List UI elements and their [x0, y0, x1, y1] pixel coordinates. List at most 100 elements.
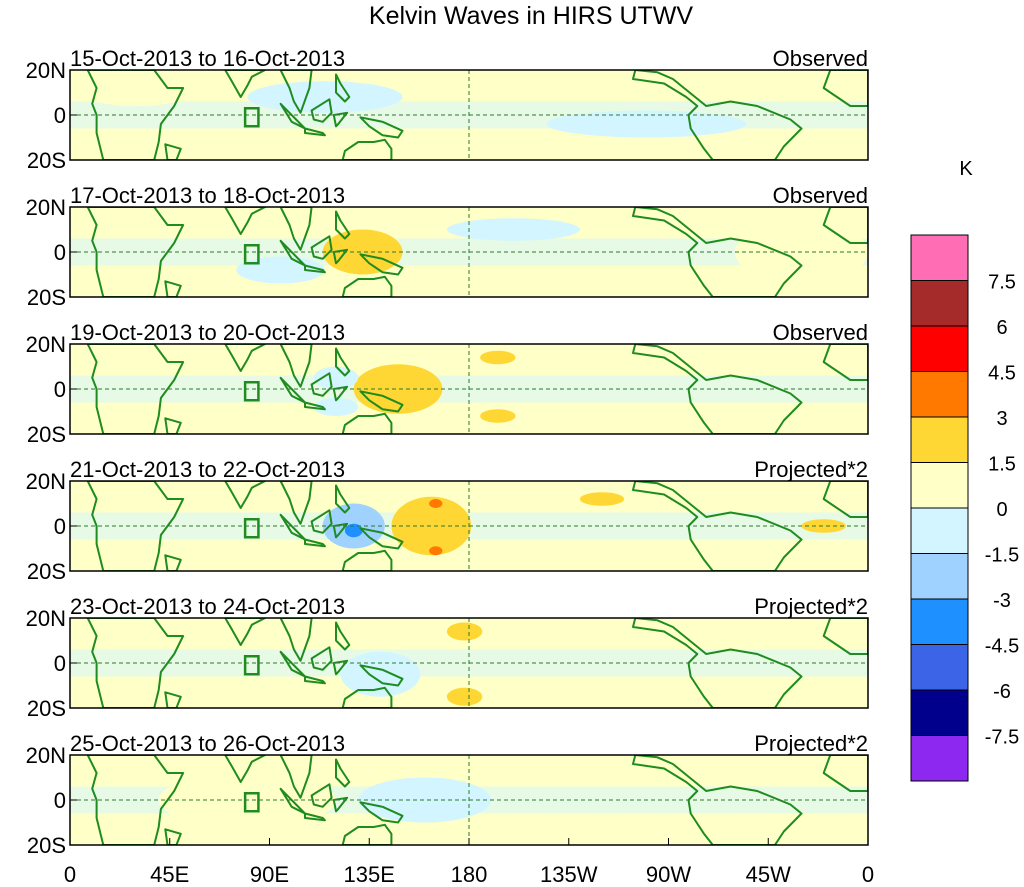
colorbar-swatch: [910, 644, 969, 691]
panel-5: 23-Oct-2013 to 24-Oct-2013 Projected*2 20N…: [26, 594, 869, 721]
x-tick-label: 135W: [540, 862, 598, 887]
colorbar: K 7.5 6 4.5 3 1.5 0 -1.5 -3 -4.5 -6 -7.5: [910, 158, 1019, 782]
y-tick-label: 20S: [27, 148, 66, 173]
panel-date-range: 25-Oct-2013 to 26-Oct-2013: [70, 731, 345, 756]
colorbar-swatch: [910, 553, 969, 600]
coastline: [86, 618, 868, 708]
reference-box: [243, 381, 260, 402]
anomaly-contour: [429, 546, 443, 556]
anomaly-contour: [429, 499, 443, 508]
y-tick-label: 0: [54, 651, 66, 676]
anomaly-contour: [480, 350, 516, 365]
reference-box: [243, 518, 260, 539]
anomaly-contour: [446, 218, 580, 241]
colorbar-level-label: -4.5: [985, 636, 1019, 658]
panel-label: Observed: [773, 46, 868, 71]
anomaly-contour: [247, 81, 403, 113]
anomaly-contour: [313, 398, 359, 416]
panel-label: Projected*2: [754, 594, 868, 619]
panel-4: 21-Oct-2013 to 22-Oct-2013 Projected*2 20N…: [26, 457, 869, 584]
y-tick-label: 20N: [26, 332, 66, 357]
y-tick-label: 0: [54, 240, 66, 265]
panel-label: Observed: [773, 183, 868, 208]
chart-title: Kelvin Waves in HIRS UTWV: [369, 2, 693, 30]
anomaly-contour: [546, 110, 747, 138]
x-tick-label: 0: [862, 862, 874, 887]
y-tick-label: 20S: [27, 559, 66, 584]
colorbar-units-label: K: [959, 158, 973, 180]
y-tick-label: 20N: [26, 743, 66, 768]
reference-box: [243, 655, 260, 676]
x-axis-labels: 0 45E 90E 135E 180 135W 90W 45W 0: [64, 838, 874, 887]
panel-date-range: 23-Oct-2013 to 24-Oct-2013: [70, 594, 345, 619]
colorbar-swatch: [910, 735, 969, 782]
x-tick-label: 90W: [646, 862, 691, 887]
anomaly-contour: [446, 687, 483, 706]
reference-box: [243, 792, 260, 813]
colorbar-level-label: -1.5: [985, 545, 1019, 567]
panel-group: 15-Oct-2013 to 16-Oct-2013 Observed 20N 0 20…: [26, 46, 869, 858]
coastline: [86, 481, 868, 571]
colorbar-swatch: [910, 325, 969, 372]
anomaly-contour: [801, 519, 846, 533]
reference-box: [243, 107, 260, 128]
y-tick-label: 20N: [26, 606, 66, 631]
panel-date-range: 21-Oct-2013 to 22-Oct-2013: [70, 457, 345, 482]
coastline: [86, 70, 868, 160]
coastline: [86, 755, 868, 845]
panel-3: 19-Oct-2013 to 20-Oct-2013 Observed 20N 0 20…: [26, 320, 869, 447]
y-tick-label: 0: [54, 103, 66, 128]
coastline: [86, 344, 868, 434]
x-tick-label: 0: [64, 862, 76, 887]
anomaly-contour: [340, 651, 421, 697]
y-tick-label: 20S: [27, 422, 66, 447]
y-tick-label: 20N: [26, 469, 66, 494]
colorbar-swatch: [910, 371, 969, 418]
colorbar-level-label: 7.5: [988, 272, 1016, 294]
colorbar-level-label: -7.5: [985, 727, 1019, 749]
anomaly-contour: [424, 72, 602, 95]
coastline: [86, 207, 868, 297]
y-tick-label: 20S: [27, 285, 66, 310]
colorbar-swatch: [910, 689, 969, 736]
colorbar-swatch: [910, 507, 969, 554]
panel-date-range: 19-Oct-2013 to 20-Oct-2013: [70, 320, 345, 345]
anomaly-contour: [391, 496, 472, 556]
x-tick-label: 180: [451, 862, 488, 887]
colorbar-level-label: 1.5: [988, 454, 1016, 476]
y-tick-label: 20S: [27, 696, 66, 721]
x-tick-label: 45E: [150, 862, 189, 887]
colorbar-level-label: 6: [996, 317, 1007, 339]
colorbar-swatch: [910, 234, 969, 281]
panel-label: Projected*2: [754, 731, 868, 756]
colorbar-level-label: 0: [996, 499, 1007, 521]
y-tick-label: 20N: [26, 195, 66, 220]
colorbar-swatch: [910, 598, 969, 645]
colorbar-swatch: [910, 280, 969, 327]
panel-label: Projected*2: [754, 457, 868, 482]
y-tick-label: 20N: [26, 58, 66, 83]
anomaly-contour: [480, 409, 516, 423]
anomaly-contour: [322, 229, 403, 275]
anomaly-contour: [446, 622, 483, 641]
anomaly-contour: [353, 364, 443, 414]
colorbar-level-label: 3: [996, 408, 1007, 430]
colorbar-swatch: [910, 416, 969, 463]
x-tick-label: 135E: [344, 862, 395, 887]
colorbar-level-label: 4.5: [988, 363, 1016, 385]
colorbar-swatch: [910, 462, 969, 509]
panel-1: 15-Oct-2013 to 16-Oct-2013 Observed 20N 0 20…: [26, 46, 869, 173]
anomaly-contour: [81, 79, 192, 106]
panel-2: 17-Oct-2013 to 18-Oct-2013 Observed 20N 0 20…: [26, 183, 869, 310]
y-tick-label: 0: [54, 788, 66, 813]
panel-6: 25-Oct-2013 to 26-Oct-2013 Projected*2 20N…: [26, 731, 869, 858]
colorbar-level-label: -6: [993, 681, 1011, 703]
y-tick-label: 0: [54, 514, 66, 539]
x-tick-label: 45W: [746, 862, 791, 887]
panel-date-range: 15-Oct-2013 to 16-Oct-2013: [70, 46, 345, 71]
panel-date-range: 17-Oct-2013 to 18-Oct-2013: [70, 183, 345, 208]
colorbar-level-label: -3: [993, 590, 1011, 612]
anomaly-contour: [579, 492, 625, 506]
x-tick-label: 90E: [250, 862, 289, 887]
